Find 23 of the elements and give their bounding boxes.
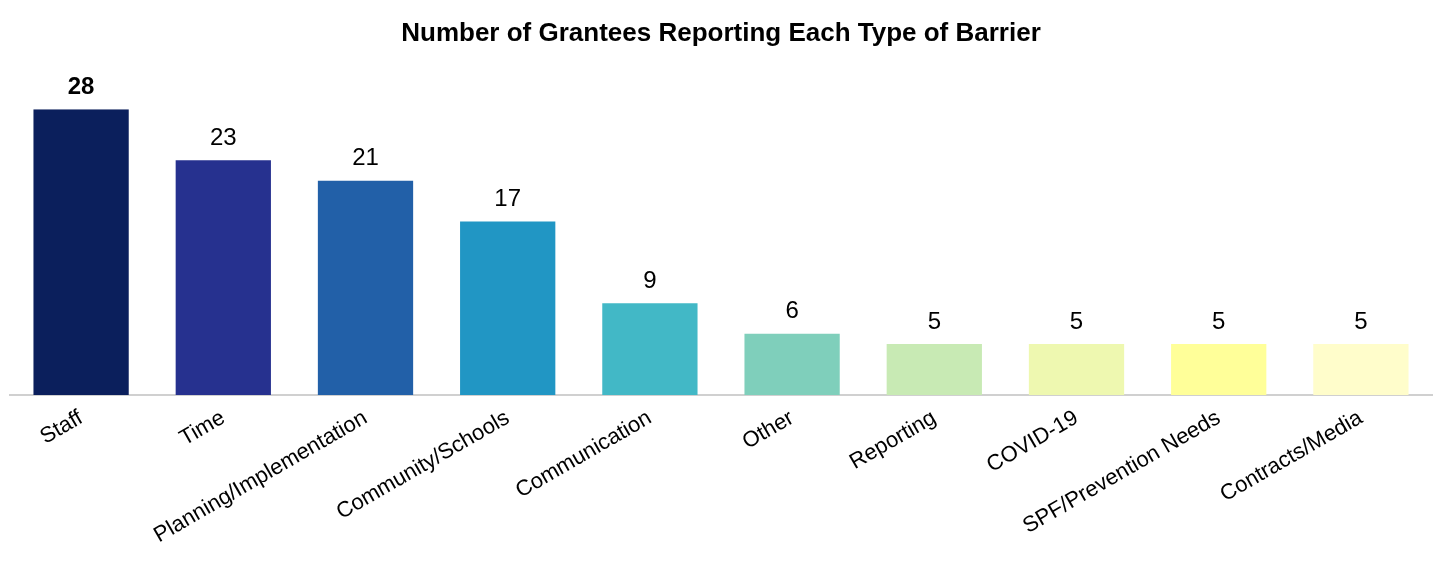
data-label: 9	[643, 265, 657, 293]
bar	[1028, 344, 1125, 396]
chart-title: Number of Grantees Reporting Each Type of Barrier	[401, 16, 1041, 47]
bar	[1171, 344, 1267, 396]
x-tick-label: Staff	[35, 403, 88, 449]
data-label: 5	[1212, 306, 1226, 334]
data-label: 6	[785, 296, 799, 324]
bar	[317, 180, 414, 396]
data-label: 17	[494, 184, 522, 212]
data-label: 28	[67, 71, 95, 99]
data-label: 5	[1354, 306, 1368, 334]
bar	[175, 160, 271, 396]
data-label: 5	[1069, 306, 1084, 334]
data-label: 5	[927, 306, 941, 334]
bar	[460, 221, 556, 396]
bar	[886, 344, 982, 396]
x-tick-label: Other	[737, 404, 798, 454]
bar	[602, 303, 698, 396]
bar	[33, 109, 129, 396]
data-label: 21	[352, 143, 379, 171]
bar	[744, 333, 840, 396]
bar	[1313, 344, 1409, 396]
data-label: 23	[209, 122, 237, 150]
